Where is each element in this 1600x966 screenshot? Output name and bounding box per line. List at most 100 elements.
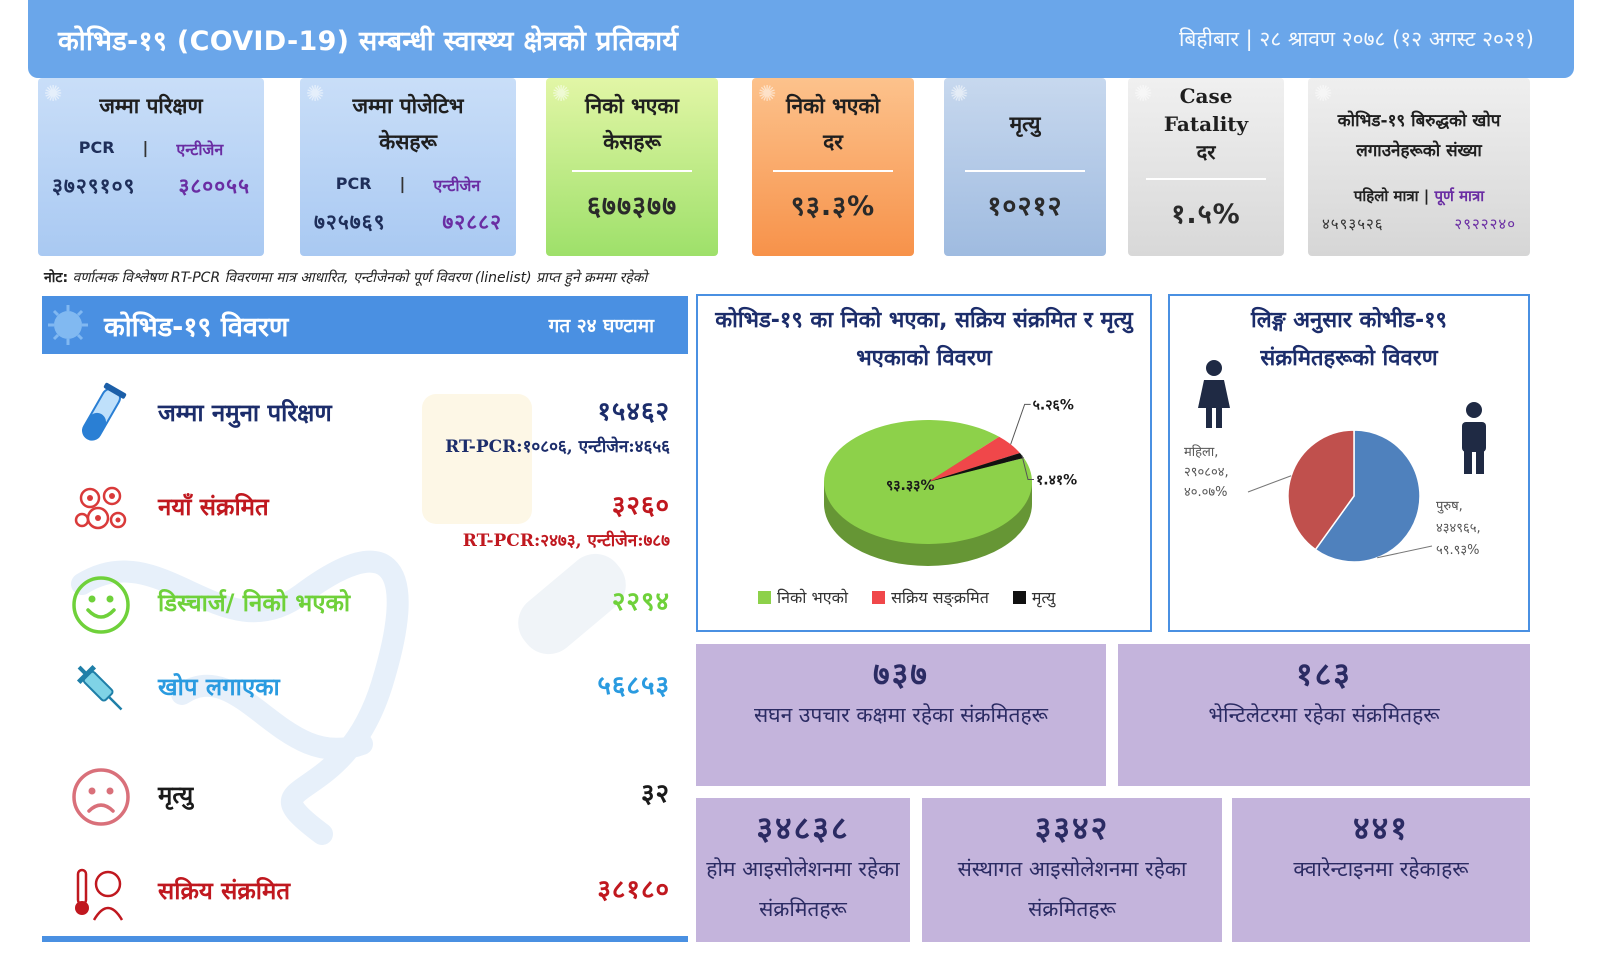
pcr-value: ३७२९१०९ bbox=[52, 174, 136, 198]
slice-recovered bbox=[824, 420, 1032, 544]
card-label: Case Fatality दर bbox=[1163, 84, 1249, 164]
first-dose-label: पहिलो मात्रा bbox=[1353, 187, 1419, 205]
page-header: कोभिड-१९ (COVID-19) सम्बन्धी स्वास्थ्य क… bbox=[28, 0, 1574, 78]
note-text: वर्णात्मक विश्लेषण RT-PCR विवरणमा मात्र … bbox=[72, 270, 648, 286]
card-label: निको भएको दर bbox=[786, 94, 880, 154]
pcr-label: PCR bbox=[335, 174, 372, 193]
last24-header: कोभिड-१९ विवरण गत २४ घण्टामा bbox=[42, 296, 688, 354]
fever-person-icon bbox=[75, 868, 124, 921]
slice-label-female: २९०८०४, bbox=[1184, 465, 1229, 480]
row-value: ३८१८० bbox=[597, 875, 670, 905]
divider bbox=[965, 170, 1085, 172]
legend-item-recovered: निको भएको bbox=[758, 586, 848, 608]
row-value: ३२६० bbox=[611, 491, 670, 521]
virus-deco-icon: ✺ bbox=[758, 82, 777, 107]
row-label: नयाँ संक्रमित bbox=[158, 493, 269, 521]
antigen-value: ७२८८२ bbox=[442, 210, 502, 234]
slice-label-female: महिला, bbox=[1184, 444, 1218, 460]
slice-female bbox=[1287, 429, 1355, 551]
separator: | bbox=[399, 174, 406, 193]
card-recovery-rate: ✺ निको भएको दर ९३.३% bbox=[752, 78, 914, 256]
female-icon bbox=[1198, 360, 1230, 428]
list-item-new-infected: नयाँ संक्रमित ३२६० RT-PCR:२४७३, एन्टीजेन… bbox=[42, 472, 688, 552]
card-case-fatality: ✺ Case Fatality दर १.५% bbox=[1128, 78, 1284, 256]
card-value: ६७७३७७ bbox=[586, 191, 678, 222]
card-label: जम्मा परिक्षण bbox=[99, 94, 203, 118]
row-value: १५४६२ bbox=[597, 397, 670, 427]
row-label: डिस्चार्ज/ निको भएको bbox=[158, 589, 351, 617]
separator: | bbox=[1423, 187, 1430, 205]
left-panel-bottom-rule bbox=[42, 936, 688, 942]
row-breakdown: RT-PCR:१०८०६, एन्टीजेन:४६५६ bbox=[445, 437, 670, 457]
full-dose-value: २९२२२४० bbox=[1454, 215, 1516, 233]
virus-cluster-icon bbox=[74, 486, 127, 530]
smile-icon bbox=[72, 576, 130, 634]
ventilator-box: १८३ भेन्टिलेटरमा रहेका संक्रमितहरू bbox=[1118, 644, 1530, 786]
slice-male bbox=[1314, 429, 1421, 563]
separator: | bbox=[142, 138, 149, 157]
divider bbox=[572, 170, 692, 172]
card-total-positive: ✺ जम्मा पोजेटिभ केसहरू PCR | एन्टीजेन ७२… bbox=[300, 78, 516, 256]
card-total-tests: ✺ जम्मा परिक्षण PCR | एन्टीजेन ३७२९१०९ ३… bbox=[38, 78, 264, 256]
legend-item-active: सक्रिय सङ्क्रमित bbox=[872, 586, 989, 608]
outcome-pie-chart: ९३.३३% ५.२६% १.४१% bbox=[824, 397, 1077, 566]
row-value: ३२ bbox=[640, 779, 670, 809]
leader-line-female bbox=[1247, 475, 1292, 493]
home-isolation-label: होम आइसोलेशनमा रहेका संक्रमितहरू bbox=[706, 857, 900, 921]
legend-swatch bbox=[1012, 590, 1026, 604]
quarantine-box: ४४१ क्वारेन्टाइनमा रहेकाहरू bbox=[1232, 798, 1530, 942]
row-label: मृत्यु bbox=[158, 781, 194, 809]
slice-active bbox=[928, 436, 1020, 482]
page-title: कोभिड-१९ (COVID-19) सम्बन्धी स्वास्थ्य क… bbox=[58, 25, 679, 57]
pcr-label: PCR bbox=[78, 138, 115, 157]
list-item-vaccinated: खोप लगाएका ५६८५३ bbox=[42, 652, 688, 732]
ventilator-label: भेन्टिलेटरमा रहेका संक्रमितहरू bbox=[1208, 703, 1440, 727]
row-value: २२९४ bbox=[611, 587, 670, 617]
row-label: जम्मा नमुना परिक्षण bbox=[158, 399, 332, 427]
test-tube-icon bbox=[82, 382, 127, 441]
last24-subtitle: गत २४ घण्टामा bbox=[548, 315, 654, 337]
institutional-isolation-box: ३३४२ संस्थागत आइसोलेशनमा रहेका संक्रमितह… bbox=[922, 798, 1222, 942]
legend-label: सक्रिय सङ्क्रमित bbox=[891, 588, 989, 607]
virus-deco-icon: ✺ bbox=[1314, 82, 1333, 107]
card-label: निको भएका केसहरू bbox=[585, 94, 679, 154]
slice-deaths bbox=[928, 453, 1024, 482]
virus-deco-icon: ✺ bbox=[44, 82, 63, 107]
slice-label-male: पुरुष, bbox=[1436, 499, 1463, 514]
last24-title: कोभिड-१९ विवरण bbox=[104, 311, 289, 343]
legend-label: निको भएको bbox=[777, 588, 849, 607]
card-label: जम्मा पोजेटिभ केसहरू bbox=[352, 94, 464, 154]
leader-line-male bbox=[1377, 545, 1433, 559]
card-vaccinated: ✺ कोभिड-१९ बिरुद्धको खोप लगाउनेहरूको संख… bbox=[1308, 78, 1530, 256]
antigen-label: एन्टीजेन bbox=[433, 176, 481, 195]
footnote: नोट: वर्णात्मक विश्लेषण RT-PCR विवरणमा म… bbox=[44, 268, 647, 287]
divider bbox=[773, 170, 893, 172]
home-isolation-box: ३४८३८ होम आइसोलेशनमा रहेका संक्रमितहरू bbox=[696, 798, 910, 942]
row-value: ५६८५३ bbox=[597, 671, 670, 701]
legend-swatch bbox=[872, 590, 886, 604]
institutional-isolation-label: संस्थागत आइसोलेशनमा रहेका संक्रमितहरू bbox=[957, 857, 1187, 921]
list-item-deaths: मृत्यु ३२ bbox=[42, 760, 688, 840]
row-label: सक्रिय संक्रमित bbox=[158, 877, 291, 905]
chart-title: कोभिड-१९ का निको भएका, सक्रिय संक्रमित र… bbox=[715, 308, 1133, 371]
list-item-discharged: डिस्चार्ज/ निको भएको २२९४ bbox=[42, 568, 688, 648]
slice-label-female: ४०.०७% bbox=[1184, 485, 1228, 500]
male-icon bbox=[1462, 402, 1486, 474]
syringe-icon bbox=[76, 664, 123, 711]
institutional-isolation-count: ३३४२ bbox=[1034, 809, 1110, 847]
leader-line-deaths bbox=[1021, 455, 1034, 480]
chart-title: लिङ्ग अनुसार कोभीड-१९ संक्रमितहरूको विवर… bbox=[1251, 308, 1447, 371]
row-label: खोप लगाएका bbox=[158, 673, 280, 701]
card-value: १.५% bbox=[1171, 199, 1241, 230]
legend-item-deaths: मृत्यु bbox=[1012, 586, 1055, 608]
icu-count: ७३७ bbox=[873, 655, 929, 693]
card-value: ९३.३% bbox=[790, 191, 876, 222]
leader-line-active bbox=[1010, 403, 1031, 445]
virus-deco-icon: ✺ bbox=[950, 82, 969, 107]
card-label: कोभिड-१९ बिरुद्धको खोप लगाउनेहरूको संख्य… bbox=[1337, 111, 1501, 161]
card-recovered: ✺ निको भएका केसहरू ६७७३७७ bbox=[546, 78, 718, 256]
card-label: मृत्यु bbox=[1009, 112, 1041, 136]
chart-legend: निको भएको सक्रिय सङ्क्रमित मृत्यु bbox=[758, 586, 1055, 608]
slice-label-male: ५९.९३% bbox=[1436, 543, 1480, 558]
list-item-active: सक्रिय संक्रमित ३८१८० bbox=[42, 856, 688, 936]
